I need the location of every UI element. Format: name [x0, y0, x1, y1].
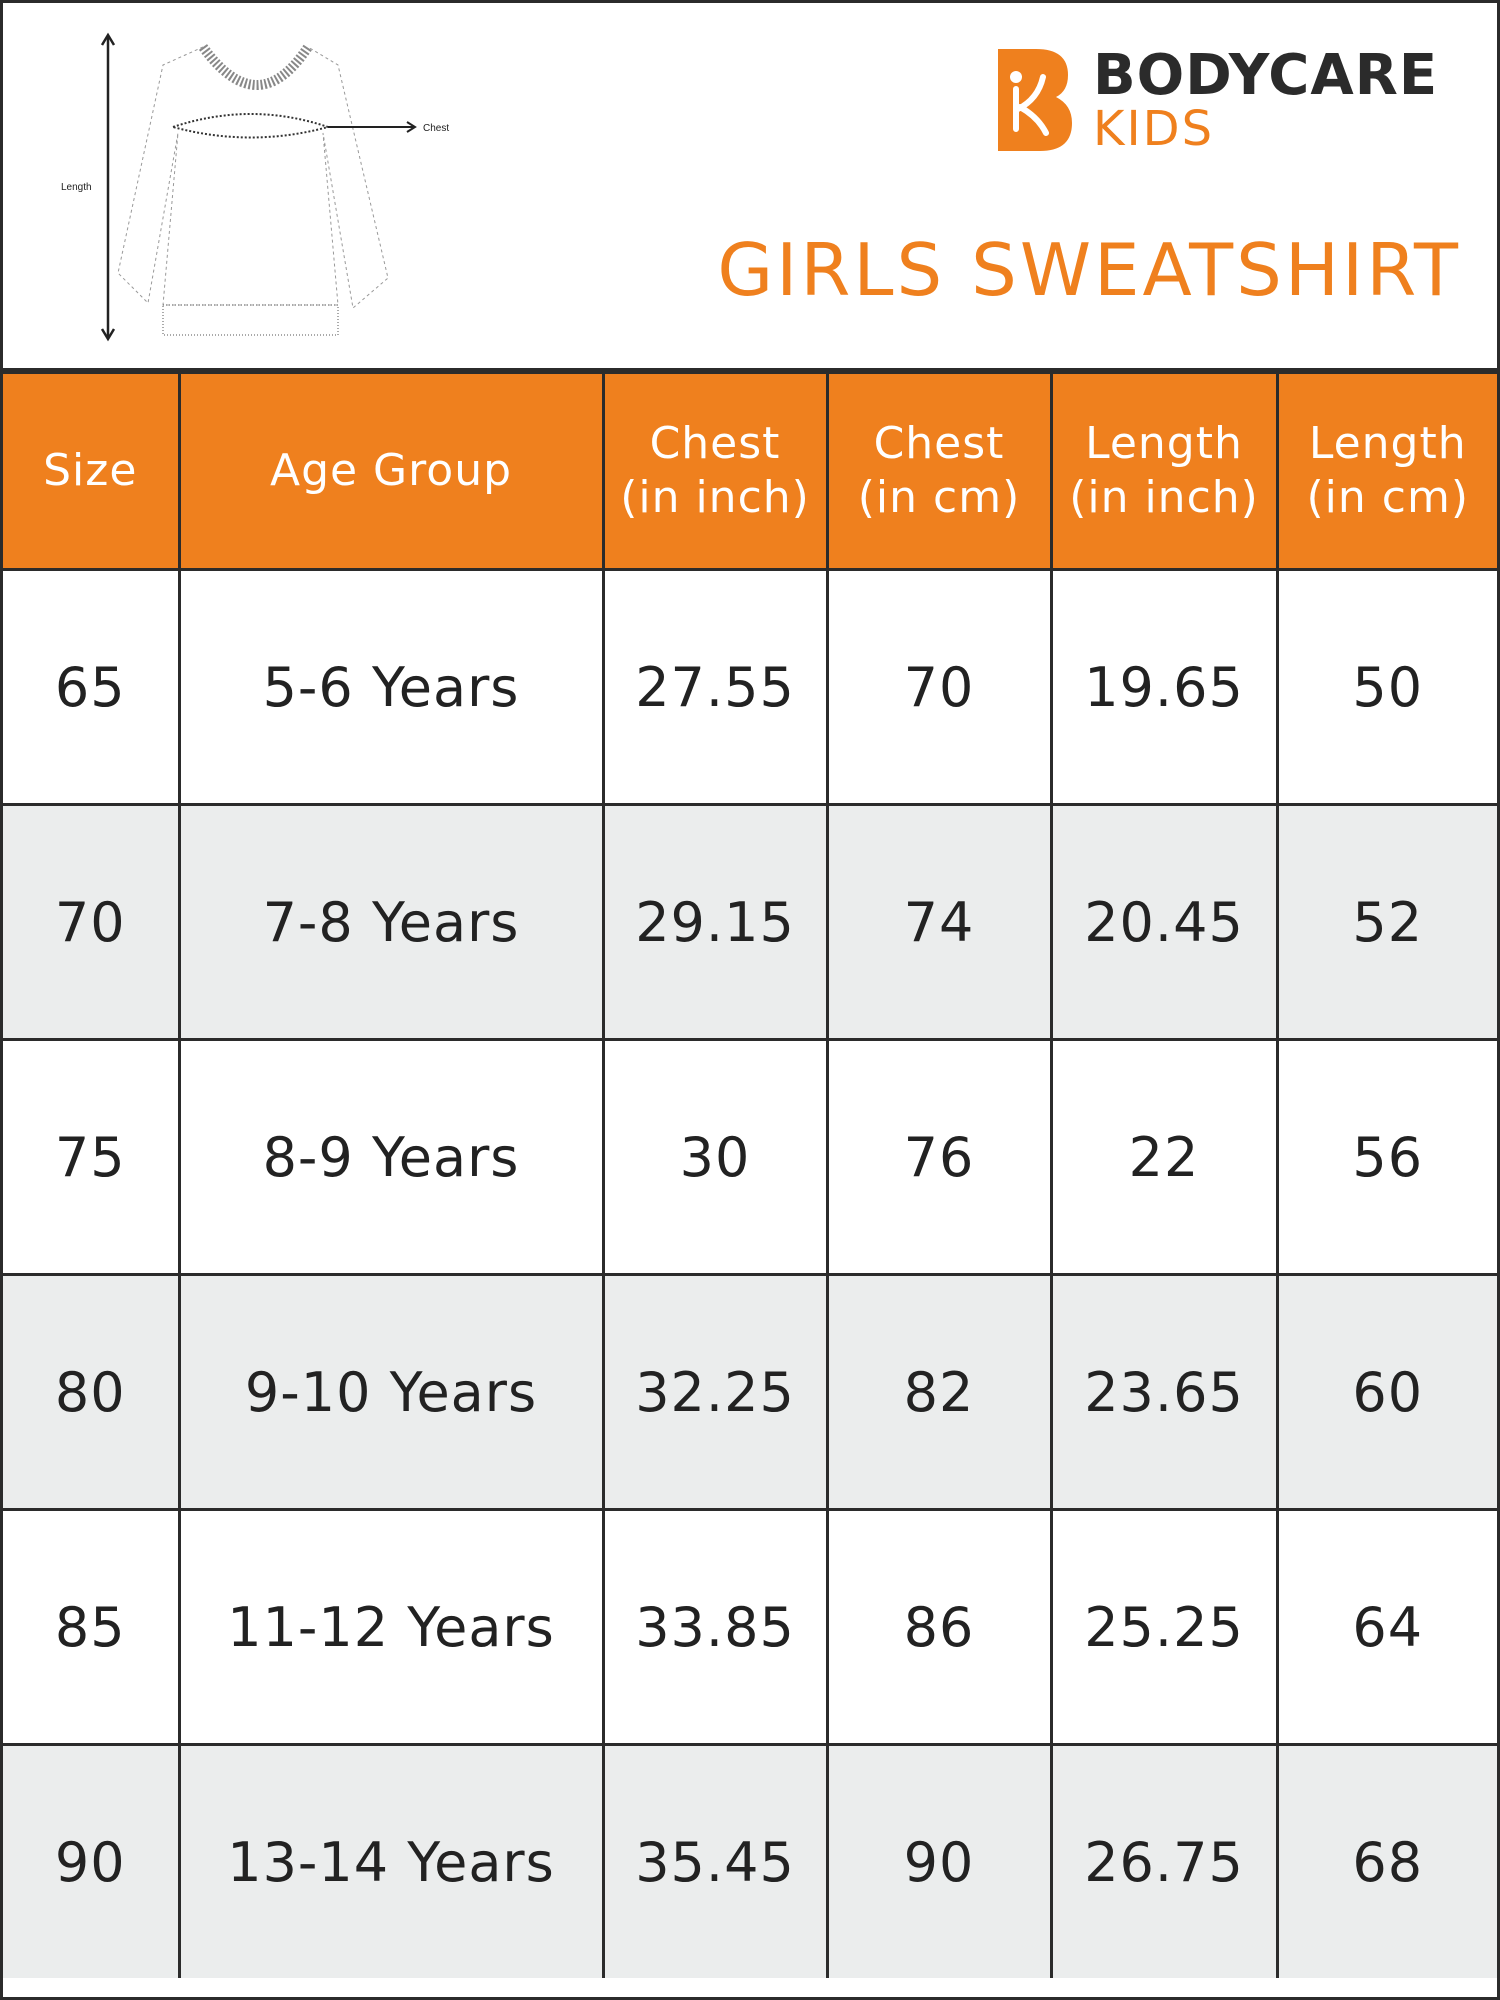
brand-sub: KIDS — [1093, 101, 1215, 157]
table-cell: 5-6 Years — [177, 568, 605, 806]
table-cell: 90 — [825, 1743, 1053, 1978]
table-cell: 25.25 — [1049, 1508, 1279, 1746]
table-cell: 50 — [1275, 568, 1497, 806]
column-header: Size — [3, 371, 181, 571]
table-cell: 33.85 — [601, 1508, 829, 1746]
table-cell: 90 — [3, 1743, 181, 1978]
column-header: Length (in cm) — [1275, 371, 1497, 571]
page-title: GIRLS SWEATSHIRT — [717, 228, 1461, 312]
logo-mark-icon — [998, 49, 1072, 151]
column-header-line: Chest — [873, 418, 1005, 469]
column-header: Length (in inch) — [1049, 371, 1279, 571]
table-cell: 29.15 — [601, 803, 829, 1041]
table-cell: 11-12 Years — [177, 1508, 605, 1746]
table-cell: 75 — [3, 1038, 181, 1276]
table-header-row: Size Age Group Chest (in inch) Chest (in cm) L… — [3, 371, 1497, 571]
column-header: Chest (in inch) — [601, 371, 829, 571]
table-cell: 19.65 — [1049, 568, 1279, 806]
column-header-line: Length — [1308, 418, 1467, 469]
table-cell: 35.45 — [601, 1743, 829, 1978]
table-cell: 56 — [1275, 1038, 1497, 1276]
table-cell: 65 — [3, 568, 181, 806]
table-cell: 52 — [1275, 803, 1497, 1041]
table-cell: 20.45 — [1049, 803, 1279, 1041]
table-cell: 85 — [3, 1508, 181, 1746]
table-cell: 8-9 Years — [177, 1038, 605, 1276]
table-row: 90 13-14 Years 35.45 90 26.75 68 — [3, 1743, 1497, 1978]
table-cell: 70 — [825, 568, 1053, 806]
size-table: Size Age Group Chest (in inch) Chest (in cm) L… — [3, 371, 1497, 1978]
brand-name: BODYCARE — [1093, 43, 1439, 108]
table-cell: 80 — [3, 1273, 181, 1511]
column-header: Chest (in cm) — [825, 371, 1053, 571]
column-header-unit: (in cm) — [1306, 472, 1469, 523]
column-header-unit: (in inch) — [620, 472, 810, 523]
table-cell: 9-10 Years — [177, 1273, 605, 1511]
chest-label: Chest — [423, 123, 449, 134]
table-cell: 27.55 — [601, 568, 829, 806]
table-row: 85 11-12 Years 33.85 86 25.25 64 — [3, 1508, 1497, 1746]
length-label: Length — [61, 182, 92, 193]
column-header-line: Length — [1085, 418, 1243, 469]
column-header-line: Age Group — [269, 445, 513, 496]
header-section: Length Chest BODYCARE KIDS GIRLS SWEATSH… — [3, 3, 1497, 371]
table-cell: 64 — [1275, 1508, 1497, 1746]
table-cell: 70 — [3, 803, 181, 1041]
table-cell: 86 — [825, 1508, 1053, 1746]
table-cell: 13-14 Years — [177, 1743, 605, 1978]
column-header-line: Size — [43, 445, 138, 496]
brand-logo: BODYCARE KIDS — [998, 43, 1458, 157]
table-cell: 68 — [1275, 1743, 1497, 1978]
table-cell: 82 — [825, 1273, 1053, 1511]
table-cell: 60 — [1275, 1273, 1497, 1511]
table-row: 65 5-6 Years 27.55 70 19.65 50 — [3, 568, 1497, 806]
table-cell: 30 — [601, 1038, 829, 1276]
table-cell: 32.25 — [601, 1273, 829, 1511]
column-header-line: Chest — [649, 418, 781, 469]
table-cell: 22 — [1049, 1038, 1279, 1276]
table-row: 75 8-9 Years 30 76 22 56 — [3, 1038, 1497, 1276]
table-row: 80 9-10 Years 32.25 82 23.65 60 — [3, 1273, 1497, 1511]
table-cell: 23.65 — [1049, 1273, 1279, 1511]
column-header-unit: (in inch) — [1069, 472, 1259, 523]
table-cell: 76 — [825, 1038, 1053, 1276]
table-cell: 7-8 Years — [177, 803, 605, 1041]
sweatshirt-measurement-diagram: Length Chest — [61, 32, 449, 342]
table-cell: 26.75 — [1049, 1743, 1279, 1978]
column-header: Age Group — [177, 371, 605, 571]
table-cell: 74 — [825, 803, 1053, 1041]
table-row: 70 7-8 Years 29.15 74 20.45 52 — [3, 803, 1497, 1041]
column-header-unit: (in cm) — [857, 472, 1021, 523]
